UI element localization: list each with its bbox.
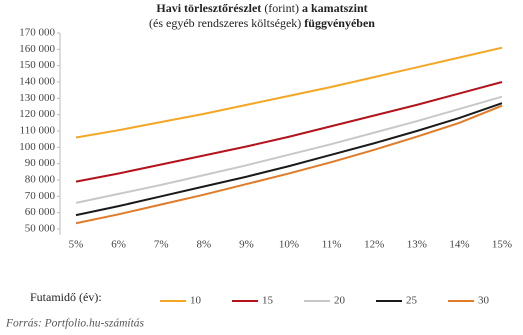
title-part: a kamatszint [302,1,368,15]
y-tick-label: 100 000 [19,141,55,153]
subtitle-part: (és egyéb rendszeres költségek) [149,16,301,30]
x-tick-label: 5% [69,239,84,251]
y-tick-label: 140 000 [19,76,55,88]
y-tick-label: 110 000 [20,125,56,137]
y-tick-label: 60 000 [25,206,56,218]
line [75,102,503,217]
x-tick-label: 8% [196,239,211,251]
x-tick-label: 12% [364,239,384,251]
line [75,46,503,139]
y-tick-label: 80 000 [25,174,56,186]
line [75,104,503,225]
chart-title: Havi törlesztőrészlet (forint) a kamatsz… [156,1,367,15]
line [75,95,503,204]
chart-subtitle: (és egyéb rendszeres költségek) függvény… [149,16,375,30]
y-tick-label: 130 000 [19,92,55,104]
x-tick-label: 7% [154,239,169,251]
y-tick-label: 150 000 [19,59,55,71]
y-tick-label: 170 000 [19,27,55,39]
y-tick-label: 90 000 [25,157,56,169]
legend-label: 20 [334,295,346,307]
x-tick-label: 15% [492,239,512,251]
y-tick-label: 50 000 [25,223,56,235]
subtitle-part: függvényében [304,16,375,30]
source: Forrás: Portfolio.hu-számítás [5,318,145,330]
y-tick-label: 120 000 [19,108,55,120]
x-tick-label: 6% [111,239,126,251]
x-tick-label: 10% [279,239,299,251]
y-tick-label: 70 000 [25,190,56,202]
title-part: Havi törlesztőrészlet [156,1,261,15]
x-tick-label: 13% [407,239,427,251]
title-part: (forint) [264,1,299,15]
x-tick-label: 9% [239,239,254,251]
x-tick-label: 14% [449,239,469,251]
legend-label: 15 [262,295,274,307]
y-tick-label: 160 000 [19,43,55,55]
legend-title: Futamidő (év): [30,290,102,304]
legend-label: 10 [190,295,202,307]
legend-label: 25 [406,295,418,307]
line [75,81,503,183]
legend-label: 30 [478,295,490,307]
x-tick-label: 11% [322,239,342,251]
